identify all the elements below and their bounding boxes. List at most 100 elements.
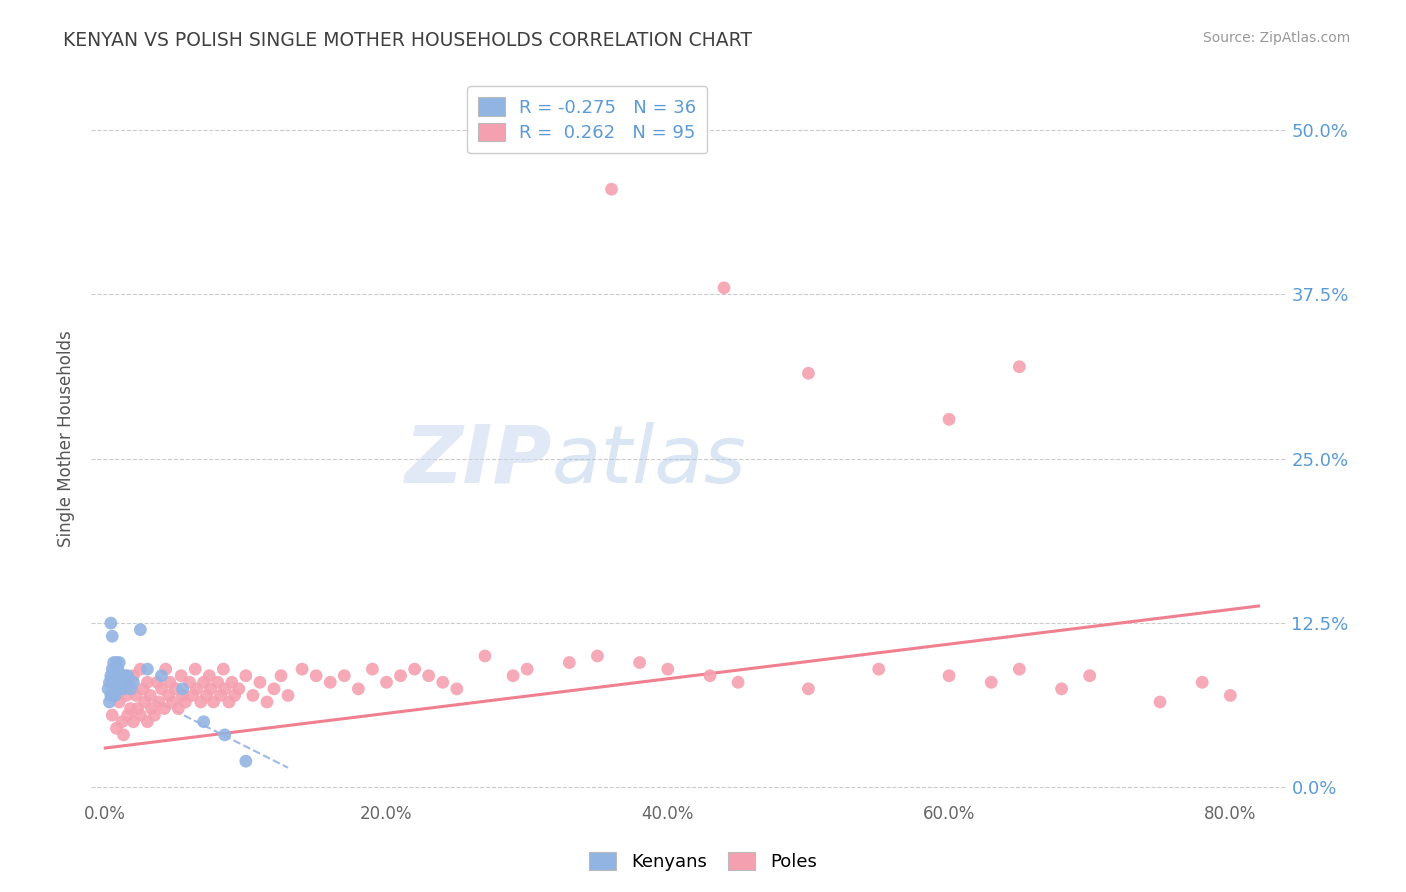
Point [319,675,342,690]
Point [139,689,162,703]
Point [172,689,194,703]
Text: KENYAN VS POLISH SINGLE MOTHER HOUSEHOLDS CORRELATION CHART: KENYAN VS POLISH SINGLE MOTHER HOUSEHOLD… [63,31,752,50]
Point [155,662,177,676]
Point [129,708,152,723]
Point [125,689,148,703]
Point [105,681,128,696]
Point [117,669,139,683]
Point [389,669,412,683]
Point [103,656,125,670]
Point [172,681,194,696]
Point [432,675,454,690]
Point [104,675,127,690]
Point [202,695,225,709]
Point [105,656,128,670]
Point [153,701,176,715]
Point [101,662,124,676]
Point [105,669,128,683]
Point [157,689,180,703]
Point [108,681,131,696]
Point [235,669,257,683]
Point [224,689,246,703]
Point [112,728,135,742]
Point [129,662,152,676]
Point [159,675,181,690]
Point [111,714,134,729]
Point [121,681,143,696]
Point [214,728,236,742]
Legend: Kenyans, Poles: Kenyans, Poles [582,846,824,879]
Point [167,701,190,715]
Point [193,675,215,690]
Point [101,675,124,690]
Text: Source: ZipAtlas.com: Source: ZipAtlas.com [1202,31,1350,45]
Point [117,708,139,723]
Point [221,675,243,690]
Point [100,669,122,683]
Point [190,695,212,709]
Point [129,623,152,637]
Point [713,281,735,295]
Point [186,681,208,696]
Point [112,681,135,696]
Point [558,656,581,670]
Point [657,662,679,676]
Point [174,695,197,709]
Point [277,689,299,703]
Point [107,675,129,690]
Point [115,675,138,690]
Point [305,669,328,683]
Point [136,662,159,676]
Point [333,669,356,683]
Point [97,681,120,696]
Legend: R = -0.275   N = 36, R =  0.262   N = 95: R = -0.275 N = 36, R = 0.262 N = 95 [467,87,707,153]
Point [214,681,236,696]
Point [120,701,142,715]
Point [104,662,127,676]
Point [105,721,128,735]
Point [404,662,426,676]
Point [263,681,285,696]
Point [101,629,124,643]
Point [291,662,314,676]
Point [143,708,166,723]
Point [699,669,721,683]
Point [103,669,125,683]
Point [938,412,960,426]
Point [132,681,155,696]
Point [108,669,131,683]
Point [516,662,538,676]
Point [1219,689,1241,703]
Point [797,366,820,380]
Point [98,695,121,709]
Point [100,616,122,631]
Point [242,689,264,703]
Point [628,656,651,670]
Point [108,695,131,709]
Point [347,681,370,696]
Point [270,669,292,683]
Point [200,681,222,696]
Point [207,675,229,690]
Point [136,675,159,690]
Point [235,754,257,768]
Point [1191,675,1213,690]
Point [100,689,122,703]
Point [101,708,124,723]
Point [146,675,169,690]
Point [361,662,384,676]
Point [118,675,141,690]
Point [249,675,271,690]
Point [209,689,232,703]
Point [1149,695,1171,709]
Point [150,669,173,683]
Point [600,182,623,196]
Point [502,669,524,683]
Point [104,689,127,703]
Point [446,681,468,696]
Point [114,669,136,683]
Point [134,695,156,709]
Point [868,662,890,676]
Point [179,675,201,690]
Point [474,648,496,663]
